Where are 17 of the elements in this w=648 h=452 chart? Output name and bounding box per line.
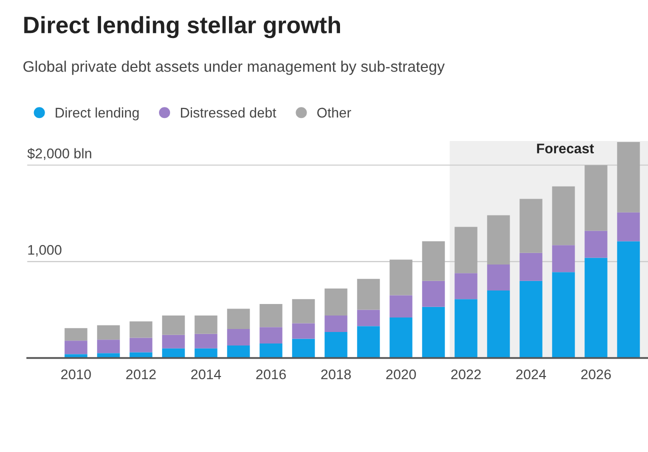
x-tick-label: 2024	[516, 369, 546, 380]
legend-label: Distressed debt	[180, 107, 276, 118]
x-tick-label: 2016	[256, 369, 286, 380]
x-tick-label: 2012	[126, 369, 156, 380]
x-tick-label: 2022	[451, 369, 481, 380]
x-tick-label: 2014	[191, 369, 222, 380]
x-tick-label: 2018	[321, 369, 351, 380]
x-tick-label: 2010	[61, 369, 91, 380]
y-tick-label: $2,000 bln	[27, 148, 92, 160]
legend-label: Direct lending	[56, 107, 139, 120]
x-tick-label: 2026	[581, 369, 611, 380]
legend-label: Other	[317, 107, 352, 118]
x-tick-label: 2020	[386, 369, 416, 380]
band-label: Forecast	[537, 144, 594, 154]
chart-title: Direct lending stellar growth	[24, 16, 340, 38]
y-tick-label: 1,000	[28, 244, 62, 256]
chart-subtitle: Global private debt assets under management by sub-strategy	[23, 60, 445, 75]
